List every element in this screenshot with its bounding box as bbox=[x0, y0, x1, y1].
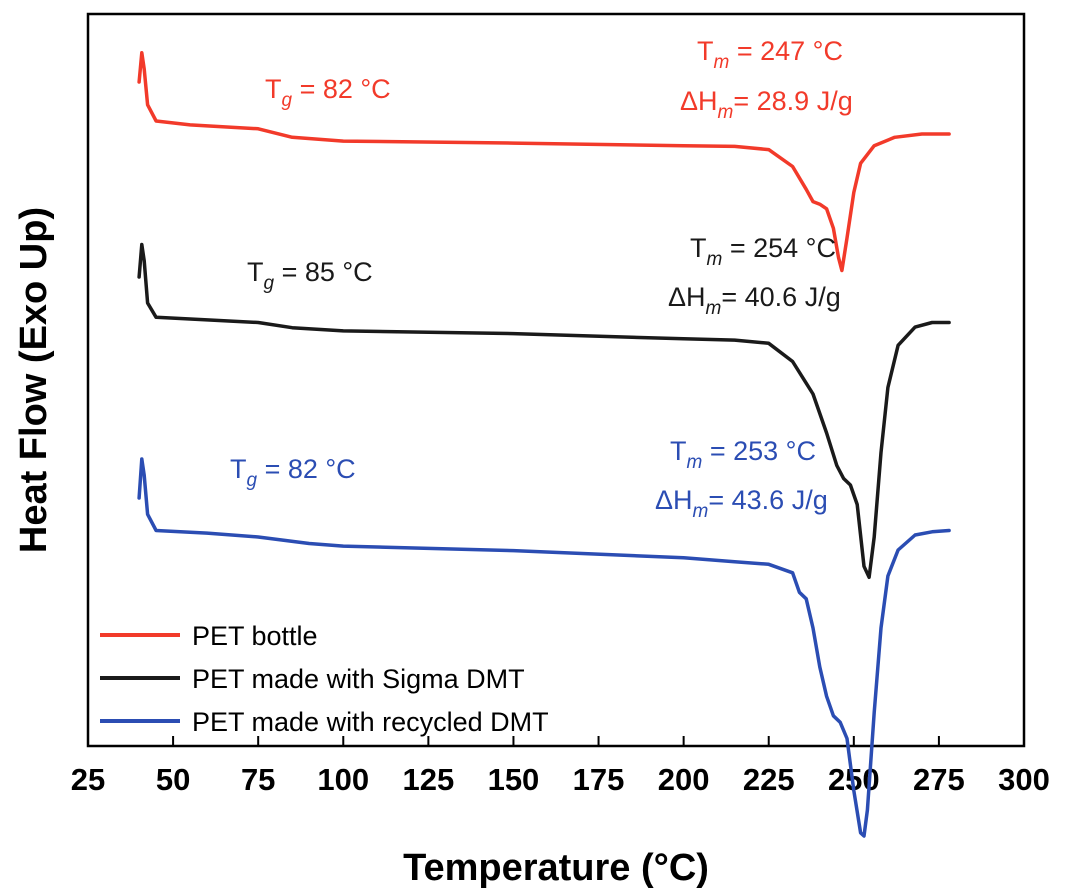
legend-label-bottle: PET bottle bbox=[192, 621, 318, 651]
recycled-dh-annotation: ΔHm= 43.6 J/g bbox=[655, 485, 828, 522]
series-line-sigma-dmt bbox=[137, 242, 951, 580]
sigma-dh-annotation: ΔHm= 40.6 J/g bbox=[668, 282, 841, 319]
bottle-dh-annotation: ΔHm= 28.9 J/g bbox=[680, 86, 853, 123]
x-tick-label-150: 150 bbox=[488, 762, 540, 797]
plot-frame bbox=[86, 12, 1026, 748]
x-tick-label-100: 100 bbox=[317, 762, 369, 797]
x-tick-label-275: 275 bbox=[913, 762, 965, 797]
x-tick-label-25: 25 bbox=[71, 762, 105, 797]
bottle-tg-annotation: Tg = 82 °C bbox=[265, 74, 391, 111]
sigma-tm-annotation: Tm = 254 °C bbox=[690, 233, 836, 270]
x-tick-label-200: 200 bbox=[658, 762, 710, 797]
legend-label-recycled: PET made with recycled DMT bbox=[192, 707, 549, 737]
recycled-tm-annotation: Tm = 253 °C bbox=[670, 436, 816, 473]
bottle-tm-annotation: Tm = 247 °C bbox=[697, 36, 843, 73]
series-line-recycled-dmt bbox=[137, 457, 951, 838]
x-axis-ticks bbox=[87, 736, 1025, 746]
x-axis-tick-labels: 25 50 75 100 125 150 175 200 225 250 275 300 bbox=[71, 762, 1050, 797]
legend-label-sigma: PET made with Sigma DMT bbox=[192, 664, 525, 694]
x-tick-label-300: 300 bbox=[998, 762, 1050, 797]
legend: PET bottle PET made with Sigma DMT PET m… bbox=[100, 621, 549, 737]
x-tick-label-50: 50 bbox=[156, 762, 190, 797]
x-tick-label-225: 225 bbox=[743, 762, 795, 797]
x-tick-label-175: 175 bbox=[573, 762, 625, 797]
x-tick-label-125: 125 bbox=[402, 762, 454, 797]
recycled-tg-annotation: Tg = 82 °C bbox=[230, 454, 356, 491]
series-layer bbox=[137, 51, 951, 838]
annotations: Tg = 82 °C Tm = 247 °C ΔHm= 28.9 J/g Tg … bbox=[230, 36, 853, 522]
x-tick-label-75: 75 bbox=[241, 762, 275, 797]
sigma-tg-annotation: Tg = 85 °C bbox=[247, 257, 373, 294]
x-axis-title: Temperature (°C) bbox=[403, 847, 709, 889]
series-line-pet-bottle bbox=[137, 51, 951, 273]
y-axis-title: Heat Flow (Exo Up) bbox=[13, 207, 55, 553]
